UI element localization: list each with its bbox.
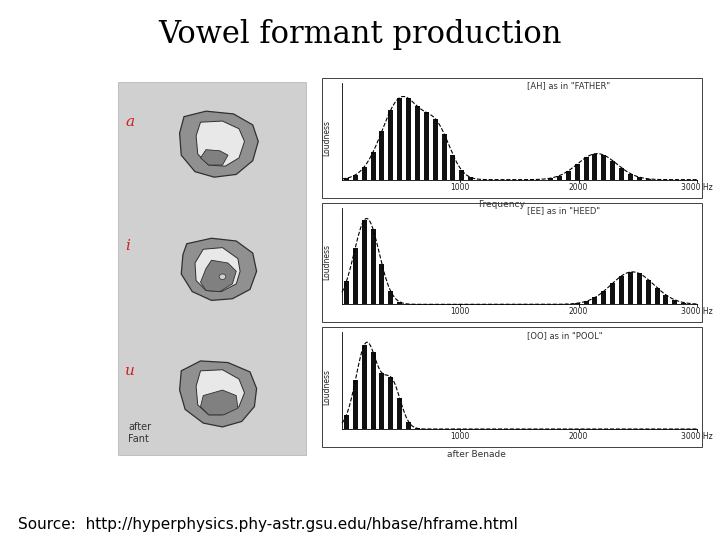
Text: Vowel formant production: Vowel formant production	[158, 19, 562, 51]
Bar	[690, 303, 695, 305]
Bar	[344, 415, 349, 429]
Polygon shape	[179, 361, 256, 427]
Bar	[637, 177, 642, 180]
Bar	[415, 428, 420, 429]
Bar	[619, 168, 624, 180]
Bar	[361, 167, 366, 180]
Bar	[388, 377, 393, 429]
Bar	[628, 174, 633, 180]
Text: 1000: 1000	[451, 307, 470, 316]
Bar	[637, 273, 642, 305]
Bar	[646, 179, 651, 180]
Bar	[584, 158, 588, 180]
Text: Loudness: Loudness	[323, 245, 331, 280]
Bar	[681, 302, 686, 305]
Polygon shape	[196, 121, 245, 166]
Text: [OO] as in "POOL": [OO] as in "POOL"	[526, 331, 602, 340]
Bar	[379, 373, 384, 429]
Polygon shape	[200, 260, 236, 292]
Text: 2000: 2000	[569, 432, 588, 441]
Text: a: a	[125, 115, 134, 129]
Bar	[468, 178, 473, 180]
Bar	[441, 134, 446, 180]
Polygon shape	[200, 150, 228, 165]
Bar	[654, 288, 660, 305]
Polygon shape	[200, 390, 238, 415]
Bar	[664, 295, 668, 305]
Bar	[406, 422, 411, 429]
Text: Source:  http://hyperphysics.phy-astr.gsu.edu/hbase/hframe.html: Source: http://hyperphysics.phy-astr.gsu…	[18, 516, 518, 531]
Bar	[322, 78, 702, 198]
Bar	[388, 292, 393, 305]
Bar	[601, 155, 606, 180]
Bar	[593, 154, 598, 180]
Bar	[361, 345, 366, 429]
Bar	[424, 112, 428, 180]
Bar	[397, 302, 402, 305]
Polygon shape	[196, 370, 245, 415]
Bar	[353, 248, 358, 305]
Bar	[322, 202, 702, 322]
Bar	[619, 276, 624, 305]
Bar	[433, 119, 438, 180]
Bar	[584, 301, 588, 305]
Text: 1000: 1000	[451, 183, 470, 192]
Bar	[406, 98, 411, 180]
Text: i: i	[125, 240, 130, 253]
Text: 2000: 2000	[569, 307, 588, 316]
Bar	[451, 154, 455, 180]
Bar	[344, 178, 349, 180]
Bar	[566, 171, 571, 180]
Bar	[322, 327, 702, 447]
Bar	[611, 283, 615, 305]
Bar	[646, 280, 651, 305]
Bar	[575, 303, 580, 305]
Bar	[601, 291, 606, 305]
Polygon shape	[195, 248, 240, 292]
Text: after Benade: after Benade	[447, 450, 506, 459]
Text: 3000 Hz: 3000 Hz	[681, 432, 713, 441]
Bar	[379, 131, 384, 180]
Text: u: u	[125, 364, 135, 378]
Bar	[611, 161, 615, 180]
Bar	[353, 175, 358, 180]
Bar	[672, 300, 678, 305]
Text: Loudness: Loudness	[323, 369, 331, 405]
Bar	[371, 352, 376, 429]
Bar	[379, 264, 384, 305]
Bar	[397, 398, 402, 429]
Text: Loudness: Loudness	[323, 120, 331, 156]
Text: 3000 Hz: 3000 Hz	[681, 307, 713, 316]
Text: after
Fant: after Fant	[128, 422, 151, 444]
Bar	[593, 298, 598, 305]
Text: 2000: 2000	[569, 183, 588, 192]
Bar	[371, 152, 376, 180]
Bar	[575, 164, 580, 180]
Bar	[459, 171, 464, 180]
Bar	[118, 82, 306, 455]
Polygon shape	[181, 238, 256, 300]
Bar	[397, 98, 402, 180]
Bar	[548, 178, 553, 180]
Bar	[371, 229, 376, 305]
Bar	[557, 176, 562, 180]
Polygon shape	[179, 111, 258, 177]
Bar	[388, 110, 393, 180]
Bar	[628, 272, 633, 305]
Bar	[361, 220, 366, 305]
Bar	[353, 381, 358, 429]
Text: [EE] as in "HEED": [EE] as in "HEED"	[526, 206, 600, 215]
Text: 1000: 1000	[451, 432, 470, 441]
Ellipse shape	[219, 274, 226, 280]
Text: 3000 Hz: 3000 Hz	[681, 183, 713, 192]
Text: [AH] as in "FATHER": [AH] as in "FATHER"	[526, 82, 610, 91]
Bar	[344, 281, 349, 305]
Bar	[415, 106, 420, 180]
Text: Frequency: Frequency	[478, 200, 525, 208]
